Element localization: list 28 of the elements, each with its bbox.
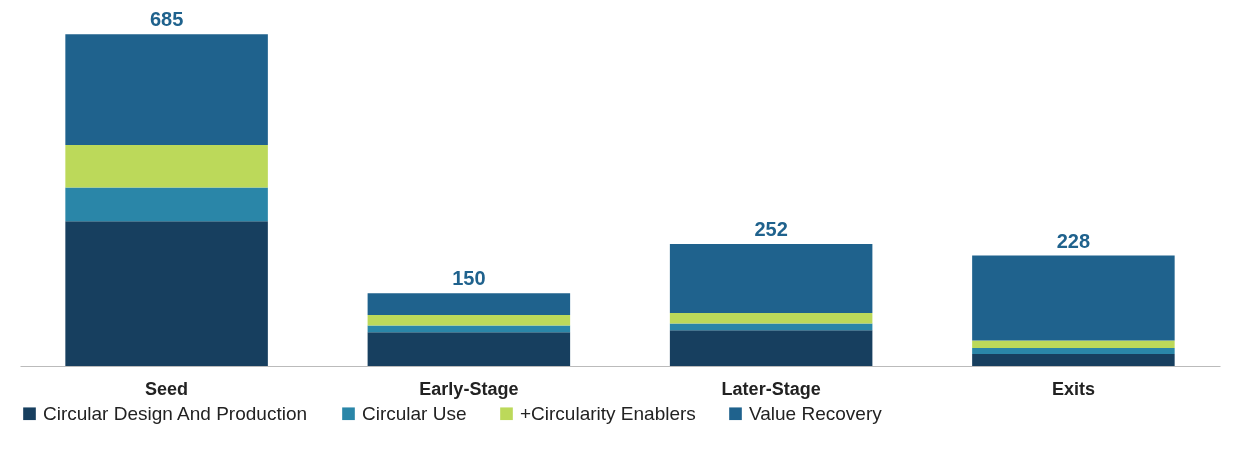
- bar: [972, 255, 1175, 341]
- x-tick-label: Seed: [145, 378, 189, 399]
- bar: [367, 293, 571, 315]
- x-tick-label: Early-Stage: [419, 378, 519, 399]
- legend-label: Value Recovery: [749, 402, 883, 424]
- bar: [669, 323, 873, 331]
- bar: [367, 325, 571, 333]
- bar: [65, 145, 268, 188]
- bar: [65, 187, 268, 222]
- bar: [367, 314, 571, 326]
- bar: [669, 243, 873, 313]
- bar: [972, 348, 1175, 355]
- bar: [972, 340, 1175, 349]
- bar: [65, 34, 268, 146]
- annotation: 252: [754, 217, 788, 240]
- legend-label: +Circularity Enablers: [520, 402, 696, 424]
- bar: [972, 354, 1175, 366]
- legend-label: Circular Use: [362, 402, 467, 424]
- annotation: 228: [1056, 229, 1091, 252]
- bar: [669, 330, 873, 366]
- bar: [367, 332, 571, 366]
- annotation: 685: [149, 8, 184, 31]
- x-tick-label: Exits: [1051, 378, 1095, 399]
- bar: [65, 221, 268, 366]
- annotation: 150: [452, 267, 486, 290]
- bar: [669, 312, 873, 324]
- legend-label: Circular Design And Production: [43, 402, 308, 424]
- x-tick-label: Later-Stage: [721, 378, 821, 399]
